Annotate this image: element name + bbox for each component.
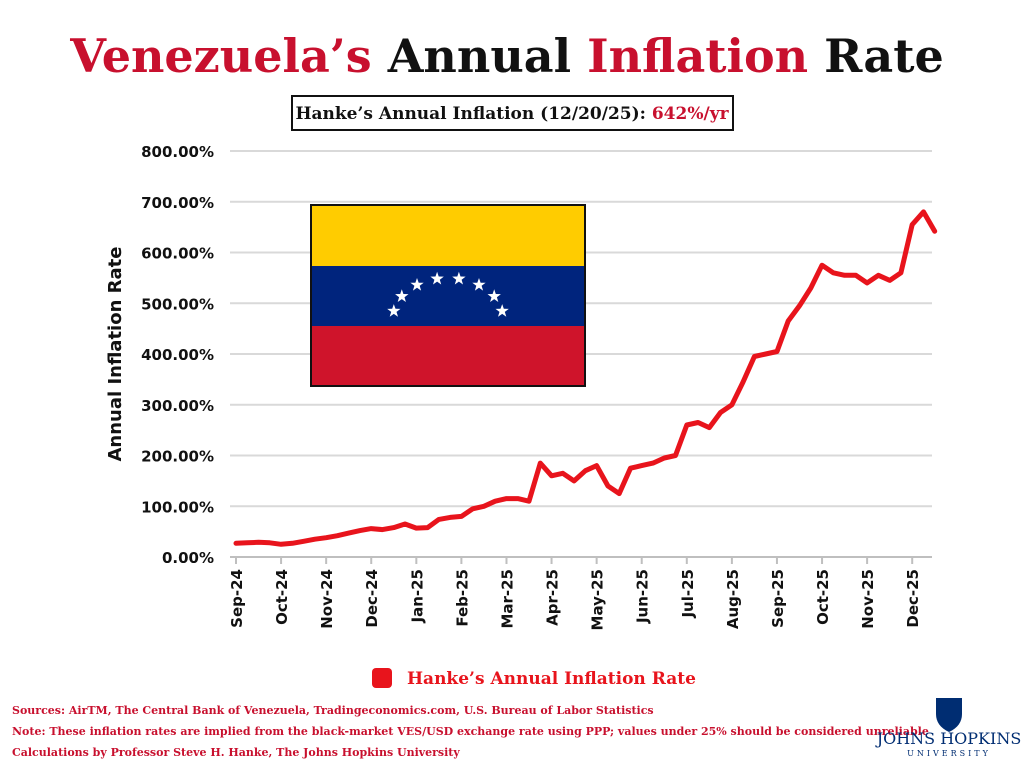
- y-tick-label: 100.00%: [141, 498, 214, 516]
- logo-name: JOHNS HOPKINS: [875, 729, 1022, 748]
- flag-red: [311, 326, 585, 386]
- y-tick-label: 700.00%: [141, 194, 214, 212]
- x-tick-label: Jun-25: [634, 569, 652, 624]
- footnote: Sources: AirTM, The Central Bank of Vene…: [12, 704, 654, 717]
- x-tick-label: Sep-24: [228, 569, 246, 628]
- footnote: Note: These inflation rates are implied …: [12, 725, 929, 738]
- flag-star: [430, 271, 444, 285]
- logo-sub: UNIVERSITY: [907, 749, 991, 758]
- flag-star: [395, 289, 409, 302]
- y-tick-label: 800.00%: [141, 143, 214, 161]
- y-axis-label: Annual Inflation Rate: [105, 247, 126, 462]
- flag-star: [410, 278, 424, 291]
- flag-border: [310, 204, 586, 387]
- logo: JOHNS HOPKINS UNIVERSITY: [875, 698, 1022, 758]
- flag-star: [472, 278, 486, 291]
- x-tick-label: Jul-25: [679, 569, 697, 619]
- chart-title: Venezuela’s Annual Inflation Rate: [69, 29, 944, 83]
- title-part: Venezuela’s: [69, 29, 371, 83]
- x-tick-label: Apr-25: [544, 569, 562, 626]
- flag-yellow: [311, 205, 585, 266]
- subtitle: Hanke’s Annual Inflation (12/20/25): 642…: [295, 104, 729, 124]
- logo-shield: [936, 698, 962, 732]
- x-tick-label: Oct-25: [814, 569, 832, 625]
- flag: [310, 204, 586, 387]
- y-tick-label: 0.00%: [162, 549, 214, 567]
- y-tick-label: 300.00%: [141, 397, 214, 415]
- flag-star: [487, 289, 501, 302]
- flag-star: [387, 304, 401, 317]
- x-tick-label: Dec-25: [904, 569, 922, 628]
- flag-blue: [311, 266, 585, 326]
- subtitle-box: [291, 95, 734, 131]
- y-tick-label: 500.00%: [141, 295, 214, 313]
- x-tick-label: Sep-25: [769, 569, 787, 628]
- title-part: Inflation: [587, 29, 808, 83]
- footnote: Calculations by Professor Steve H. Hanke…: [12, 746, 460, 759]
- x-tick-label: Nov-25: [859, 569, 877, 629]
- y-tick-label: 600.00%: [141, 245, 214, 263]
- series-line: [233, 209, 938, 547]
- x-tick-label: Aug-25: [724, 569, 742, 629]
- y-tick-label: 400.00%: [141, 346, 214, 364]
- flag-star: [452, 271, 466, 285]
- y-tick-label: 200.00%: [141, 448, 214, 466]
- flag-star: [495, 304, 509, 317]
- x-tick-label: Jan-25: [408, 569, 426, 623]
- x-tick-label: Dec-24: [363, 569, 381, 628]
- legend-label: Hanke’s Annual Inflation Rate: [407, 669, 696, 689]
- title-part: Annual: [387, 29, 571, 83]
- x-tick-label: May-25: [589, 569, 607, 630]
- title-part: Rate: [824, 29, 944, 83]
- legend-swatch: [372, 668, 392, 688]
- x-tick-label: Nov-24: [318, 569, 336, 629]
- subtitle-value: 642%/yr: [652, 104, 730, 124]
- subtitle-text: Hanke’s Annual Inflation (12/20/25):: [295, 104, 645, 124]
- x-tick-label: Mar-25: [498, 569, 516, 629]
- x-tick-label: Oct-24: [273, 569, 291, 625]
- x-tick-label: Feb-25: [453, 569, 471, 627]
